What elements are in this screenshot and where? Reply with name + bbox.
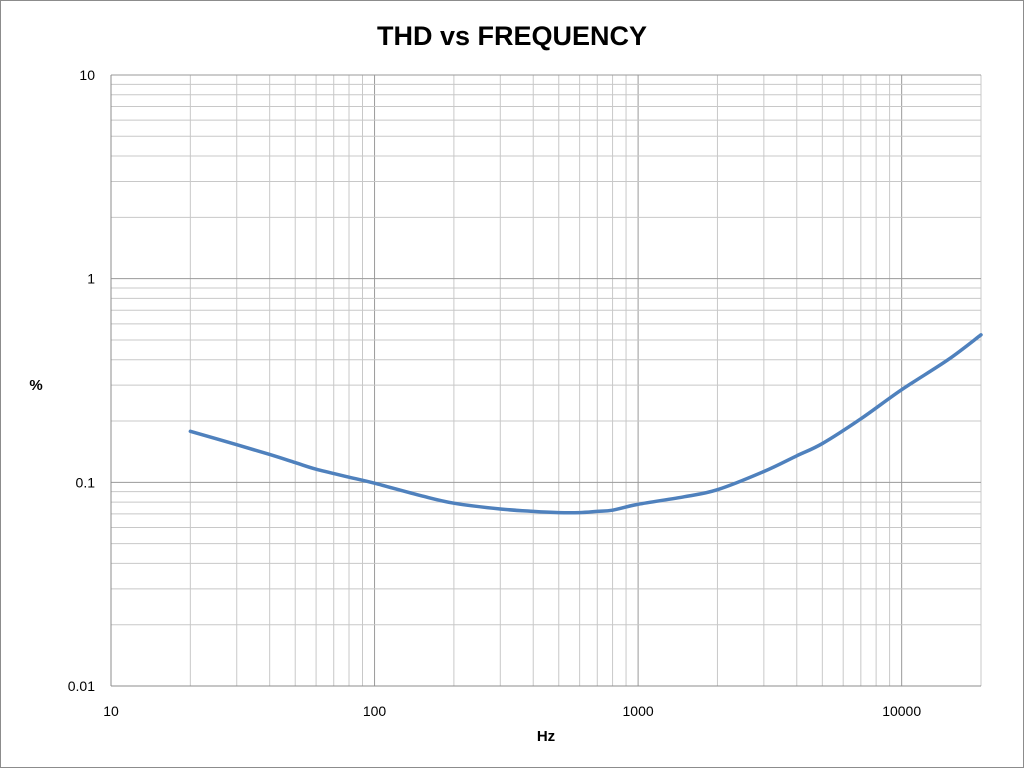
x-axis-title: Hz (537, 728, 555, 745)
y-tick-label: 0.01 (68, 678, 95, 694)
y-tick-label: 0.1 (76, 474, 96, 490)
tick-labels: 10 100 1000 10000 10 1 0.1 0.01 (68, 67, 922, 719)
x-tick-label: 10 (103, 703, 119, 719)
x-tick-label: 10000 (882, 703, 921, 719)
y-tick-label: 10 (79, 67, 95, 83)
series-layer (188, 333, 983, 515)
x-tick-label: 100 (363, 703, 387, 719)
y-tick-label: 1 (87, 271, 95, 287)
x-tick-label: 1000 (623, 703, 654, 719)
y-axis-title: % (29, 377, 42, 394)
chart-title: THD vs FREQUENCY (377, 21, 647, 51)
series-line (188, 333, 983, 515)
grid-lines (110, 74, 982, 687)
axes (110, 75, 981, 687)
